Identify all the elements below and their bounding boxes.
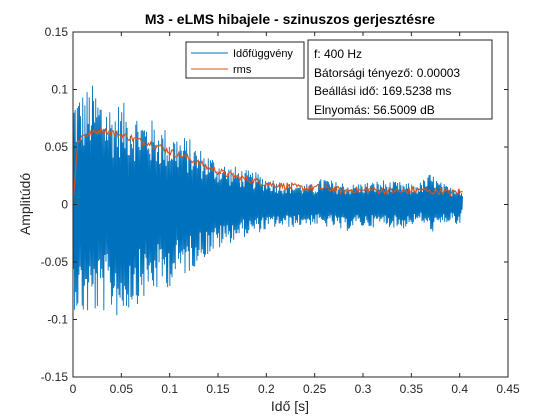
y-tick-label: 0.05 [45,140,69,154]
x-tick-label: 0.05 [110,382,134,396]
x-tick-label: 0.1 [161,382,178,396]
chart-title: M3 - eLMS hibajele - szinuszos gerjeszté… [145,11,435,27]
annotation-line: Bátorsági tényező: 0.00003 [314,66,460,80]
legend: Időfüggvény rms [185,41,305,79]
legend-box [185,41,305,79]
annotation-line: Beállási idő: 169.5238 ms [314,84,451,98]
annotation-box: f: 400 Hz Bátorsági tényező: 0.00003 Beá… [307,39,493,120]
y-tick-label: -0.05 [41,255,69,269]
x-tick-label: 0.4 [451,382,468,396]
y-tick-label: -0.1 [47,313,68,327]
y-tick-label: 0.15 [45,25,69,39]
x-tick-label: 0.15 [206,382,230,396]
legend-label-series-1: Időfüggvény [233,48,293,60]
annotation-border [307,39,493,120]
y-tick-label: 0 [61,198,68,212]
series-layer [72,85,464,316]
series-line-rms [72,127,463,205]
y-axis-title: Amplitúdó [17,173,33,235]
legend-label-series-2: rms [233,64,252,76]
annotation-line: Elnyomás: 56.5009 dB [314,103,435,117]
x-tick-label: 0.2 [258,382,275,396]
axes: 0 0.05 0.1 0.15 0.2 0.25 0.3 0.35 0.4 0.45 -0.15 -0… [41,25,520,396]
y-tick-label: 0.1 [51,83,68,97]
x-tick-label: 0.3 [355,382,372,396]
x-tick-label: 0 [70,382,77,396]
x-tick-label: 0.45 [496,382,520,396]
x-tick-label: 0.35 [400,382,424,396]
y-tick-label: -0.15 [41,370,69,384]
series-line-Időfüggvény [72,85,464,316]
x-tick-label: 0.25 [303,382,327,396]
annotation-line: f: 400 Hz [314,47,362,61]
x-axis-title: Idő [s] [271,398,309,414]
